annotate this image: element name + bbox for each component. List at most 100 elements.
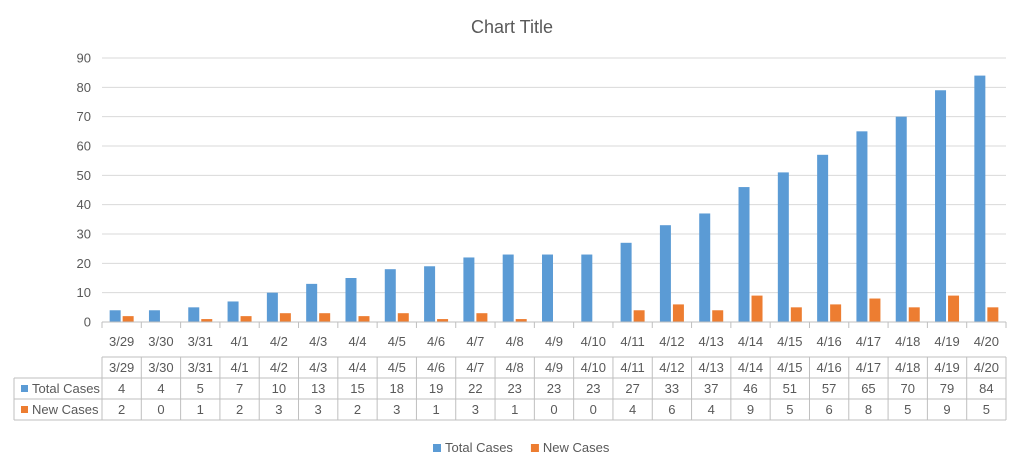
- bar-total-cases: [974, 75, 986, 322]
- table-cell: 7: [236, 381, 243, 396]
- table-cell: 5: [983, 402, 990, 417]
- table-header-cell: 4/2: [270, 360, 288, 375]
- x-tick-label: 4/10: [581, 334, 606, 349]
- table-header-cell: 3/29: [109, 360, 134, 375]
- bar-new-cases: [790, 307, 802, 322]
- table-legend-key: [21, 406, 28, 413]
- table-cell: 3: [315, 402, 322, 417]
- x-tick-label: 4/5: [388, 334, 406, 349]
- x-tick-label: 4/15: [777, 334, 802, 349]
- bar-total-cases: [266, 292, 278, 322]
- table-cell: 1: [432, 402, 439, 417]
- table-header-cell: 4/6: [427, 360, 445, 375]
- x-tick-label: 4/4: [348, 334, 366, 349]
- bar-total-cases: [895, 116, 907, 323]
- bar-new-cases: [987, 307, 999, 322]
- legend-label: Total Cases: [445, 440, 513, 455]
- x-tick-label: 3/29: [109, 334, 134, 349]
- y-tick-label: 40: [77, 197, 91, 212]
- x-tick-label: 3/31: [188, 334, 213, 349]
- table-header-cell: 3/30: [148, 360, 173, 375]
- x-tick-label: 4/16: [816, 334, 841, 349]
- table-legend-key: [21, 385, 28, 392]
- table-cell: 4: [708, 402, 715, 417]
- table-cell: 2: [236, 402, 243, 417]
- x-tick-label: 4/2: [270, 334, 288, 349]
- bar-total-cases: [542, 254, 553, 322]
- table-cell: 1: [511, 402, 518, 417]
- y-tick-label: 70: [77, 109, 91, 124]
- table-cell: 22: [468, 381, 482, 396]
- table-cell: 3: [472, 402, 479, 417]
- table-header-cell: 3/31: [188, 360, 213, 375]
- table-header-cell: 4/15: [777, 360, 802, 375]
- x-tick-label: 4/12: [659, 334, 684, 349]
- bar-total-cases: [227, 301, 239, 322]
- bar-new-cases: [397, 313, 409, 322]
- table-cell: 0: [157, 402, 164, 417]
- table-cell: 9: [747, 402, 754, 417]
- x-axis: 3/29 3/30 3/31 4/1 4/2 4/3 4/4 4/5 4/6 4/7 4/8 4/9 4…: [101, 321, 1007, 349]
- x-tick-label: 4/17: [856, 334, 881, 349]
- x-tick-label: 4/8: [506, 334, 524, 349]
- table-header-cell: 4/14: [738, 360, 763, 375]
- table-header-cell: 4/11: [620, 360, 644, 375]
- bar-total-cases: [817, 154, 829, 322]
- bar-new-cases: [869, 298, 881, 322]
- table-header-cell: 4/10: [581, 360, 606, 375]
- chart-title: Chart Title: [471, 17, 553, 37]
- table-cell: 3: [393, 402, 400, 417]
- table-cell: 10: [272, 381, 286, 396]
- legend-key: [433, 444, 441, 452]
- bar-new-cases: [319, 313, 331, 322]
- bar-new-cases: [476, 313, 488, 322]
- table-header-cell: 4/4: [348, 360, 366, 375]
- table-cell: 5: [786, 402, 793, 417]
- table-header-cell: 4/3: [309, 360, 327, 375]
- table-cell: 6: [668, 402, 675, 417]
- table-row-label: Total Cases: [32, 381, 100, 396]
- y-tick-label: 10: [77, 285, 91, 300]
- bar-new-cases: [908, 307, 920, 322]
- x-tick-label: 3/30: [148, 334, 173, 349]
- table-header-cell: 4/9: [545, 360, 563, 375]
- table-header-cell: 4/19: [934, 360, 959, 375]
- table-cell: 4: [157, 381, 164, 396]
- table-cell: 15: [350, 381, 364, 396]
- y-tick-label: 60: [77, 139, 91, 154]
- x-tick-label: 4/13: [699, 334, 724, 349]
- bar-total-cases: [738, 187, 750, 322]
- y-tick-label: 20: [77, 256, 91, 271]
- table-cell: 37: [704, 381, 718, 396]
- x-tick-label: 4/11: [620, 334, 644, 349]
- bar-new-cases: [358, 316, 370, 322]
- bar-total-cases: [463, 257, 475, 322]
- bar-total-cases: [659, 225, 671, 322]
- bar-total-cases: [935, 90, 947, 323]
- legend: Total Cases New Cases: [433, 440, 610, 455]
- legend-label: New Cases: [543, 440, 610, 455]
- table-header-cell: 4/7: [466, 360, 484, 375]
- table-cell: 13: [311, 381, 325, 396]
- table-cell: 23: [586, 381, 600, 396]
- x-tick-label: 4/9: [545, 334, 563, 349]
- table-header-cell: 4/13: [699, 360, 724, 375]
- table-cell: 3: [275, 402, 282, 417]
- table-cell: 0: [550, 402, 557, 417]
- table-cell: 70: [901, 381, 915, 396]
- bar-total-cases: [581, 254, 593, 322]
- table-row-label: New Cases: [32, 402, 99, 417]
- table-cell: 23: [547, 381, 561, 396]
- x-tick-label: 4/7: [466, 334, 484, 349]
- x-tick-label: 4/20: [974, 334, 999, 349]
- table-header-cell: 4/17: [856, 360, 881, 375]
- table-cell: 9: [943, 402, 950, 417]
- table-header-cell: 4/5: [388, 360, 406, 375]
- bar-new-cases: [633, 310, 645, 322]
- table-cell: 27: [625, 381, 639, 396]
- y-axis: 0 10 20 30 40 50 60 70 80 90: [77, 51, 91, 330]
- table-cell: 51: [783, 381, 797, 396]
- table-header-cell: 4/20: [974, 360, 999, 375]
- y-tick-label: 80: [77, 80, 91, 95]
